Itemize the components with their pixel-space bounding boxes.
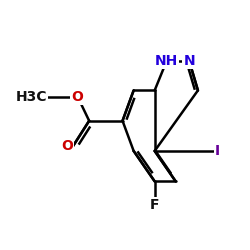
- Text: O: O: [72, 90, 84, 104]
- Text: O: O: [61, 139, 73, 153]
- Text: NH: NH: [155, 54, 178, 68]
- Text: I: I: [215, 144, 220, 158]
- Text: H3C: H3C: [16, 90, 47, 104]
- Text: N: N: [184, 54, 195, 68]
- Text: F: F: [150, 198, 160, 212]
